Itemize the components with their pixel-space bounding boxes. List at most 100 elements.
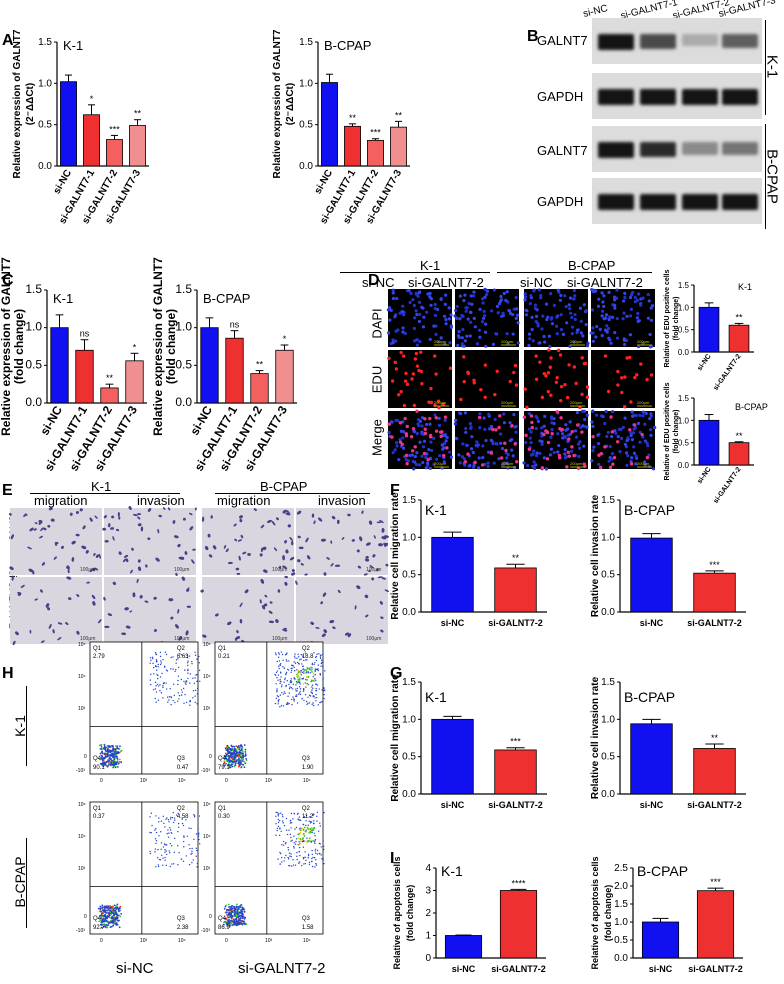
flow-event bbox=[315, 693, 317, 696]
flow-event bbox=[307, 824, 309, 826]
chart-tick-label: 0.5 bbox=[175, 357, 192, 371]
edu-nucleus bbox=[421, 445, 426, 449]
flow-event bbox=[224, 747, 227, 750]
flow-quadrant-value: 11.2 bbox=[302, 814, 314, 820]
transwell-cell bbox=[296, 510, 302, 515]
flow-event bbox=[164, 651, 167, 653]
edu-positive-cell bbox=[510, 424, 514, 428]
chart-y-label: Relative cell invasion rate bbox=[590, 494, 601, 617]
flow-event bbox=[300, 654, 302, 656]
flow-event bbox=[298, 816, 301, 818]
edu-positive-cell bbox=[387, 422, 391, 426]
chart-category-label: si-NC bbox=[649, 964, 673, 974]
flow-event bbox=[157, 857, 159, 859]
edu-positive-cell bbox=[572, 453, 576, 458]
edu-nucleus bbox=[406, 459, 410, 463]
flow-event bbox=[149, 831, 151, 834]
flow-event bbox=[161, 672, 163, 675]
transwell-cell bbox=[201, 516, 205, 522]
transwell-cell bbox=[45, 603, 50, 608]
flow-event bbox=[103, 761, 106, 764]
flow-event bbox=[309, 828, 312, 830]
flow-event bbox=[168, 850, 170, 852]
chart-category-label: si-GALNT7-2 bbox=[491, 964, 546, 974]
panel-letter-d: D bbox=[368, 272, 380, 289]
flow-event bbox=[319, 673, 321, 675]
transwell-cell bbox=[185, 630, 189, 636]
flow-event bbox=[277, 858, 279, 860]
chart-bar bbox=[431, 718, 474, 795]
transwell-cell bbox=[147, 537, 151, 541]
transwell-cell bbox=[57, 622, 63, 625]
flow-event bbox=[181, 822, 184, 825]
transwell-cell bbox=[297, 535, 301, 539]
edu-nucleus bbox=[436, 340, 440, 344]
transwell-cell bbox=[145, 564, 148, 568]
edu-nucleus bbox=[456, 334, 461, 338]
edu-nucleus bbox=[607, 336, 611, 340]
flow-event bbox=[296, 687, 299, 690]
transwell-cell bbox=[92, 567, 96, 572]
flow-event bbox=[238, 923, 241, 926]
flow-event bbox=[232, 921, 235, 924]
flow-event bbox=[109, 921, 112, 924]
edu-nucleus bbox=[471, 450, 475, 455]
flow-event bbox=[283, 860, 285, 862]
transwell-cell bbox=[227, 561, 233, 565]
flow-event bbox=[159, 684, 161, 686]
flow-quadrant-label: Q2 bbox=[302, 806, 311, 812]
chart-sig-label: ** bbox=[395, 110, 403, 120]
edu-nucleus bbox=[389, 420, 394, 424]
transwell-cell bbox=[310, 621, 315, 625]
edu-nucleus bbox=[433, 306, 437, 311]
flow-event bbox=[165, 864, 167, 867]
edu-nucleus bbox=[626, 436, 630, 440]
transwell-cell bbox=[92, 601, 96, 606]
flow-event bbox=[311, 692, 314, 695]
flow-event bbox=[306, 679, 308, 681]
transwell-image: 100μm bbox=[201, 508, 296, 576]
edu-nucleus bbox=[410, 453, 414, 457]
edu-nucleus bbox=[416, 294, 420, 298]
panel-letter-c: C bbox=[2, 272, 14, 289]
edu-positive-cell bbox=[559, 416, 563, 420]
flow-event bbox=[196, 658, 198, 660]
edu-nucleus bbox=[403, 331, 407, 336]
flow-event bbox=[160, 820, 163, 822]
chart-title: K-1 bbox=[425, 689, 447, 705]
flow-event bbox=[164, 859, 166, 861]
edu-nucleus bbox=[442, 446, 446, 450]
chart-y-label: Relative cell invasion rate bbox=[590, 676, 601, 799]
flow-event bbox=[149, 662, 151, 664]
flow-event bbox=[224, 920, 227, 923]
chart-sig-label: *** bbox=[710, 877, 721, 887]
flow-event bbox=[301, 837, 304, 840]
transwell-cell bbox=[210, 515, 213, 519]
flow-event bbox=[294, 695, 297, 697]
edu-positive-cell bbox=[620, 390, 624, 395]
flow-event bbox=[293, 698, 296, 701]
flow-event bbox=[311, 849, 313, 852]
edu-nucleus bbox=[497, 302, 502, 306]
edu-nucleus bbox=[578, 446, 582, 450]
flow-event bbox=[101, 909, 104, 912]
edu-nucleus bbox=[564, 423, 568, 427]
edu-nucleus bbox=[538, 451, 542, 456]
flow-event bbox=[157, 663, 159, 666]
flow-event bbox=[180, 678, 183, 681]
flow-event bbox=[307, 671, 310, 673]
flow-event bbox=[223, 907, 226, 910]
flow-event bbox=[298, 841, 300, 843]
edu-positive-cell bbox=[546, 389, 551, 394]
chart-tick-label: 1.0 bbox=[402, 532, 416, 543]
flow-event bbox=[298, 670, 301, 673]
flow-event bbox=[296, 672, 299, 675]
edu-nucleus bbox=[401, 326, 405, 330]
flow-event bbox=[118, 926, 121, 929]
transwell-cell bbox=[282, 627, 287, 631]
flow-quadrant-value: 2.38 bbox=[177, 925, 189, 931]
flow-event bbox=[169, 865, 171, 868]
flow-axis-tick: 10⁴ bbox=[303, 778, 311, 784]
edu-positive-cell bbox=[473, 460, 477, 465]
flow-event bbox=[308, 831, 311, 834]
